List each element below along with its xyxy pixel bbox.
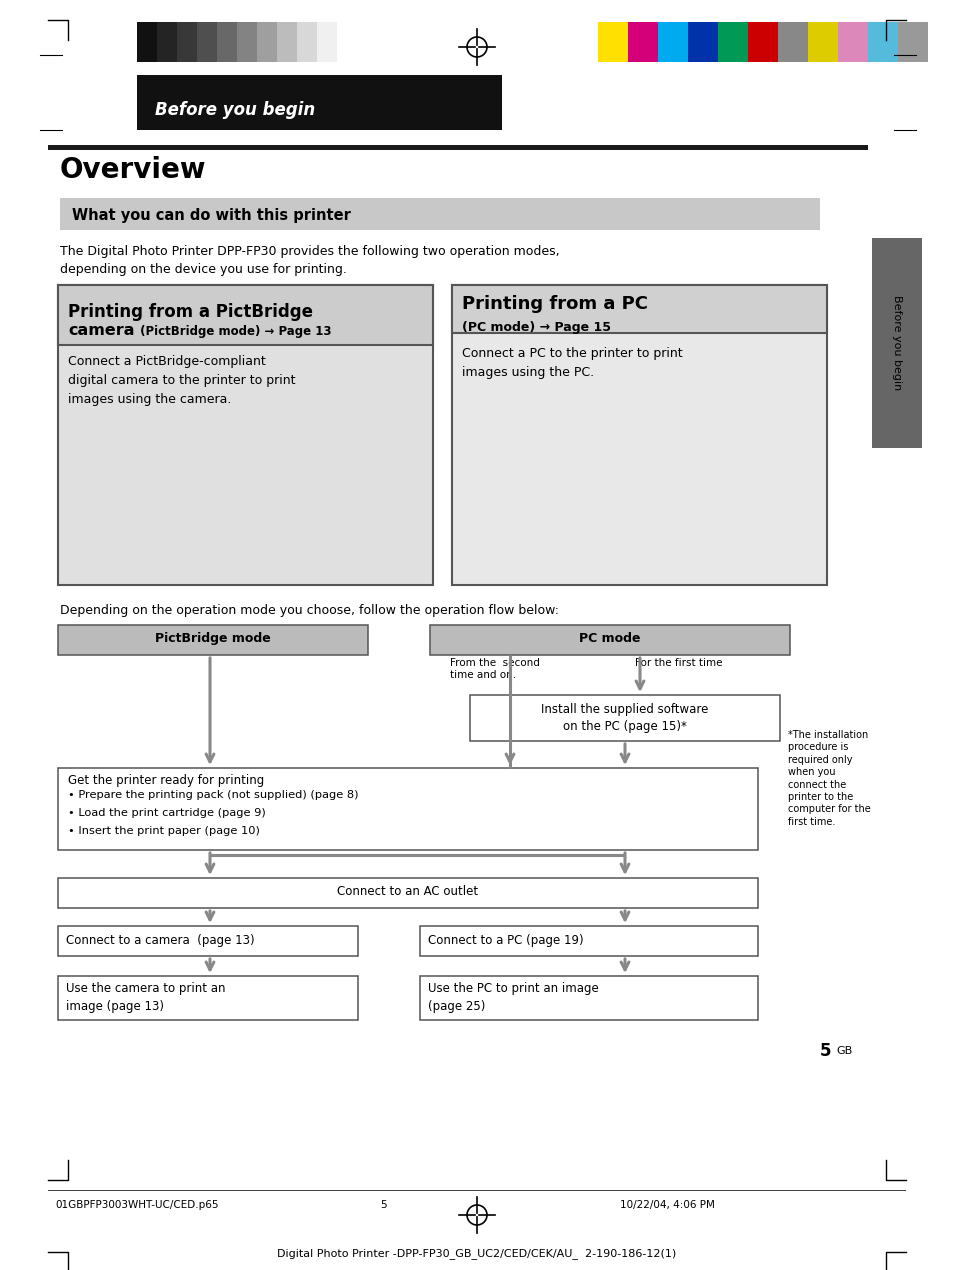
Bar bbox=[276, 22, 296, 62]
Text: 5: 5 bbox=[379, 1200, 386, 1210]
Text: 01GBPFP3003WHT-UC/CED.p65: 01GBPFP3003WHT-UC/CED.p65 bbox=[55, 1200, 218, 1210]
Text: Install the supplied software
on the PC (page 15)*: Install the supplied software on the PC … bbox=[540, 704, 708, 733]
Bar bbox=[137, 22, 157, 62]
Bar bbox=[718, 22, 747, 62]
Text: Use the camera to print an
image (page 13): Use the camera to print an image (page 1… bbox=[66, 982, 225, 1013]
Bar bbox=[470, 695, 780, 740]
Bar bbox=[897, 22, 927, 62]
Text: • Prepare the printing pack (not supplied) (page 8): • Prepare the printing pack (not supplie… bbox=[68, 790, 358, 800]
Text: Before you begin: Before you begin bbox=[154, 102, 314, 119]
Text: Printing from a PC: Printing from a PC bbox=[461, 295, 647, 312]
Bar bbox=[867, 22, 897, 62]
Text: The Digital Photo Printer DPP-FP30 provides the following two operation modes,
d: The Digital Photo Printer DPP-FP30 provi… bbox=[60, 245, 559, 276]
Text: What you can do with this printer: What you can do with this printer bbox=[71, 208, 351, 224]
Text: PC mode: PC mode bbox=[578, 632, 640, 645]
Bar bbox=[296, 22, 316, 62]
Text: Connect to a camera  (page 13): Connect to a camera (page 13) bbox=[66, 933, 254, 947]
Bar bbox=[137, 75, 501, 130]
Text: Depending on the operation mode you choose, follow the operation flow below:: Depending on the operation mode you choo… bbox=[60, 605, 558, 617]
Bar bbox=[778, 22, 807, 62]
Bar bbox=[419, 926, 758, 956]
Bar bbox=[807, 22, 837, 62]
Text: camera: camera bbox=[68, 323, 134, 338]
Text: Get the printer ready for printing: Get the printer ready for printing bbox=[68, 773, 264, 787]
Bar bbox=[60, 198, 820, 230]
Text: (PictBridge mode) → Page 13: (PictBridge mode) → Page 13 bbox=[136, 325, 331, 338]
Bar bbox=[871, 237, 921, 448]
Bar bbox=[196, 22, 216, 62]
Bar bbox=[216, 22, 236, 62]
Text: *The installation
procedure is
required only
when you
connect the
printer to the: *The installation procedure is required … bbox=[787, 730, 870, 827]
Bar bbox=[58, 977, 357, 1020]
Bar bbox=[58, 625, 368, 655]
Bar bbox=[747, 22, 778, 62]
Text: 10/22/04, 4:06 PM: 10/22/04, 4:06 PM bbox=[619, 1200, 714, 1210]
Bar bbox=[419, 977, 758, 1020]
Bar bbox=[58, 284, 433, 585]
Text: • Insert the print paper (page 10): • Insert the print paper (page 10) bbox=[68, 826, 259, 836]
Bar bbox=[256, 22, 276, 62]
Text: GB: GB bbox=[835, 1046, 851, 1055]
Bar bbox=[58, 768, 758, 850]
Text: Use the PC to print an image
(page 25): Use the PC to print an image (page 25) bbox=[428, 982, 598, 1013]
Bar bbox=[452, 284, 826, 585]
Bar bbox=[452, 284, 826, 333]
Text: For the first time: For the first time bbox=[635, 658, 721, 668]
Bar bbox=[58, 284, 433, 345]
Text: Before you begin: Before you begin bbox=[891, 296, 901, 391]
Bar bbox=[837, 22, 867, 62]
Bar bbox=[58, 926, 357, 956]
Bar bbox=[627, 22, 658, 62]
Text: Printing from a PictBridge: Printing from a PictBridge bbox=[68, 304, 313, 321]
Bar bbox=[48, 145, 867, 150]
Text: 5: 5 bbox=[820, 1041, 831, 1060]
Text: Connect to a PC (page 19): Connect to a PC (page 19) bbox=[428, 933, 583, 947]
Bar bbox=[598, 22, 627, 62]
Text: Connect a PictBridge-compliant
digital camera to the printer to print
images usi: Connect a PictBridge-compliant digital c… bbox=[68, 356, 295, 406]
Bar bbox=[236, 22, 256, 62]
Text: • Load the print cartridge (page 9): • Load the print cartridge (page 9) bbox=[68, 808, 266, 818]
Text: Overview: Overview bbox=[60, 156, 206, 184]
Bar bbox=[177, 22, 196, 62]
Bar bbox=[658, 22, 687, 62]
Text: Connect to an AC outlet: Connect to an AC outlet bbox=[337, 885, 478, 898]
Bar bbox=[58, 878, 758, 908]
Bar bbox=[157, 22, 177, 62]
Text: PictBridge mode: PictBridge mode bbox=[155, 632, 271, 645]
Bar bbox=[430, 625, 789, 655]
Text: (PC mode) → Page 15: (PC mode) → Page 15 bbox=[461, 321, 610, 334]
Bar bbox=[687, 22, 718, 62]
Bar bbox=[316, 22, 336, 62]
Text: From the  second
time and on.: From the second time and on. bbox=[450, 658, 539, 681]
Text: Connect a PC to the printer to print
images using the PC.: Connect a PC to the printer to print ima… bbox=[461, 347, 682, 378]
Text: Digital Photo Printer -DPP-FP30_GB_UC2/CED/CEK/AU_  2-190-186-12(1): Digital Photo Printer -DPP-FP30_GB_UC2/C… bbox=[277, 1248, 676, 1259]
